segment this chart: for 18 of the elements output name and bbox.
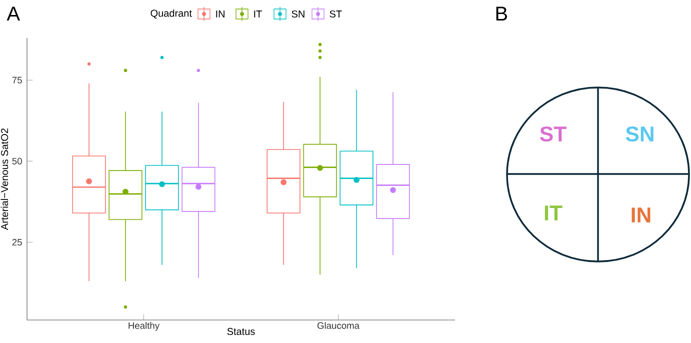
y-axis-title: Arterial−Venous SatO2 (0, 128, 8, 230)
text: ST (540, 126, 566, 142)
text: IN (632, 208, 650, 222)
y-tick-label: 25 (12, 238, 22, 246)
y-tick-label: 50 (12, 158, 22, 164)
legend-label: IT (254, 10, 262, 18)
legend-label: IN (216, 10, 224, 18)
text: SN (626, 126, 654, 142)
text: B (496, 6, 507, 20)
x-tick-label: Glaucoma (317, 322, 360, 329)
legend-label: SN (292, 10, 304, 18)
chart-title: A (6, 6, 20, 20)
legend-title: Quadrant (150, 9, 192, 19)
y-tick-label: 75 (12, 76, 22, 84)
x-axis-title: Status (227, 328, 255, 335)
legend-label: ST (330, 10, 342, 18)
text: IT (544, 206, 562, 220)
x-tick-label: Healthy (128, 322, 160, 331)
